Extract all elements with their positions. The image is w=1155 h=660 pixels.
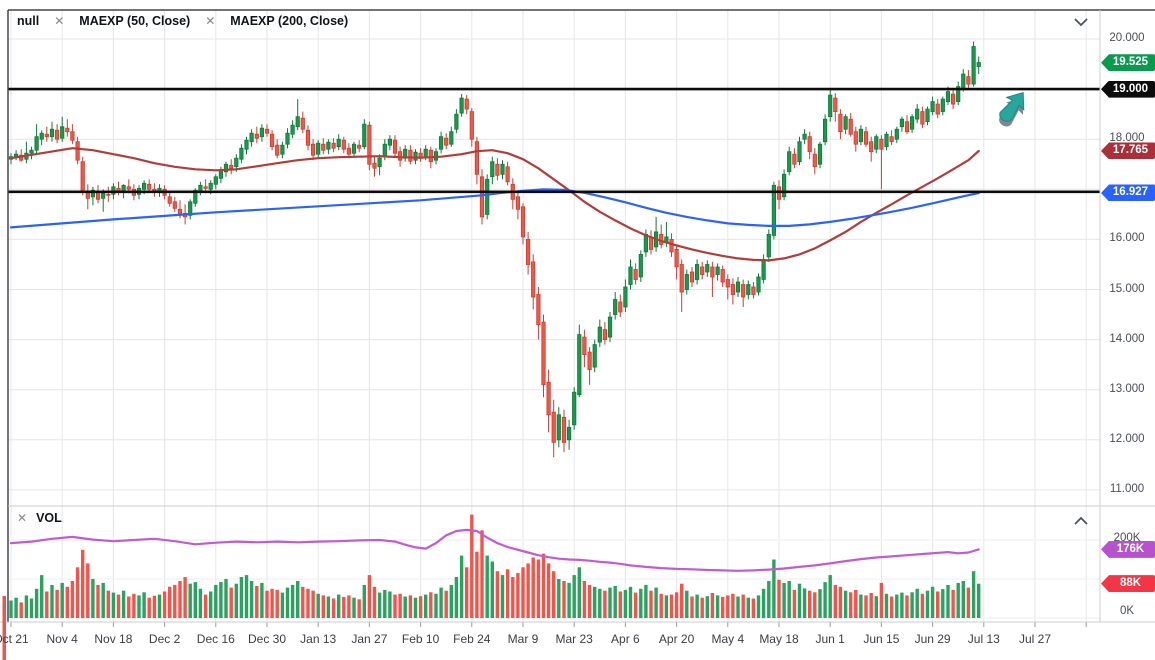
- time-tick-label: Mar 9: [507, 632, 539, 646]
- level-19-badge: 19.000: [1101, 80, 1155, 98]
- price-tick-label: 11.000: [1109, 482, 1145, 495]
- time-tick-label: Apr 20: [658, 632, 695, 646]
- indicator-label-ma50[interactable]: MAEXP (50, Close): [79, 14, 191, 28]
- price-tick-label: 18.000: [1109, 132, 1145, 145]
- series-title[interactable]: null: [17, 14, 40, 28]
- price-tick-label: 13.000: [1109, 382, 1145, 395]
- time-tick-label: Jun 15: [863, 632, 900, 646]
- ma200-price-badge: 16.927: [1101, 184, 1155, 202]
- last-volume-badge: 88K: [1101, 575, 1155, 593]
- time-tick-label: Dec 2: [148, 632, 181, 646]
- volume-ma-badge: 176K: [1101, 540, 1155, 558]
- time-tick-label: Oct 21: [0, 632, 29, 646]
- volume-tick-label: 0K: [1119, 605, 1135, 617]
- time-tick-label: Jul 27: [1018, 632, 1052, 646]
- close-icon[interactable]: ✕: [17, 511, 28, 525]
- time-tick-label: Feb 10: [401, 632, 440, 646]
- close-icon[interactable]: ✕: [54, 14, 65, 28]
- indicator-label-ma200[interactable]: MAEXP (200, Close): [230, 14, 349, 28]
- price-tick-label: 12.000: [1109, 432, 1145, 445]
- time-tick-label: Nov 18: [94, 632, 133, 646]
- time-tick-label: Jul 13: [967, 632, 1000, 646]
- time-tick-label: Feb 24: [453, 632, 491, 646]
- close-icon[interactable]: ✕: [205, 14, 216, 28]
- time-tick-label: Jun 29: [914, 632, 951, 646]
- ma50-price-badge: 17.765: [1101, 142, 1155, 160]
- last-price-badge: 19.525: [1101, 54, 1155, 72]
- volume-indicator-label[interactable]: VOL: [36, 511, 62, 525]
- time-tick-label: May 4: [711, 632, 745, 646]
- time-tick-label: Dec 16: [196, 632, 235, 646]
- chevron-down-icon[interactable]: [1073, 17, 1089, 29]
- price-tick-label: 20.000: [1109, 32, 1145, 44]
- price-tick-label: 15.000: [1109, 282, 1145, 295]
- price-tick-label: 16.000: [1109, 232, 1145, 245]
- price-tick-label: 14.000: [1109, 332, 1145, 345]
- arrow-annotation: [999, 91, 1025, 127]
- time-tick-label: Mar 23: [555, 632, 593, 646]
- time-tick-label: Jan 13: [300, 632, 337, 646]
- legend: null ✕ MAEXP (50, Close) ✕ MAEXP (200, C…: [17, 14, 348, 28]
- chevron-up-icon[interactable]: [1073, 514, 1089, 526]
- time-tick-label: Dec 30: [247, 632, 287, 646]
- time-tick-label: May 18: [759, 632, 799, 646]
- time-tick-label: Apr 6: [611, 632, 640, 646]
- time-tick-label: Nov 4: [46, 632, 78, 646]
- time-tick-label: Jan 27: [351, 632, 388, 646]
- time-tick-label: Jun 1: [815, 632, 845, 646]
- volume-legend: ✕ VOL: [17, 511, 62, 525]
